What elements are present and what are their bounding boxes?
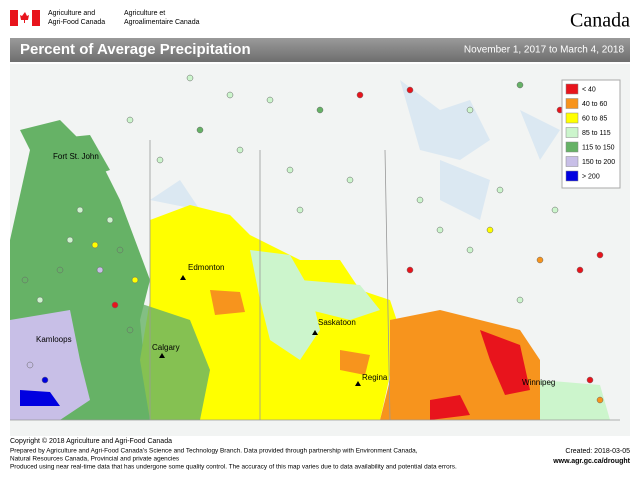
copyright: Copyright © 2018 Agriculture and Agri-Fo… — [10, 437, 172, 445]
flag — [10, 10, 40, 26]
station-dot — [536, 256, 544, 264]
station-dot — [346, 176, 354, 184]
legend-label: < 40 — [582, 86, 596, 93]
city-label: Regina — [362, 373, 388, 382]
map — [10, 64, 630, 436]
station-dot — [106, 216, 114, 224]
station-dot — [296, 206, 304, 214]
station-dot — [126, 326, 134, 334]
station-dot — [131, 276, 139, 284]
legend-label: > 200 — [582, 173, 600, 180]
station-dot — [416, 196, 424, 204]
city-label: Calgary — [152, 343, 180, 352]
station-dot — [596, 396, 604, 404]
city-label: Edmonton — [188, 263, 224, 272]
station-dot — [516, 81, 524, 89]
legend-label: 115 to 150 — [582, 144, 615, 151]
station-dot — [226, 91, 234, 99]
period: November 1, 2017 to March 4, 2018 — [464, 45, 625, 56]
title: Percent of Average Precipitation — [20, 41, 251, 58]
legend-swatch — [565, 112, 579, 124]
station-dot — [576, 266, 584, 274]
station-dot — [286, 166, 294, 174]
city-label: Fort St. John — [53, 152, 99, 161]
station-dot — [586, 376, 594, 384]
station-dot — [466, 246, 474, 254]
station-dot — [466, 106, 474, 114]
created: Created: 2018-03-05 — [565, 448, 630, 455]
note: Produced using near real-time data that … — [10, 464, 457, 471]
legend-label: 60 to 85 — [582, 115, 607, 122]
station-dot — [116, 246, 124, 254]
station-dot — [56, 266, 64, 274]
wordmark: Canada — [570, 10, 630, 32]
legend-swatch — [565, 83, 579, 95]
legend-label: 85 to 115 — [582, 130, 611, 137]
note: Natural Resources Canada, Provincial and… — [10, 456, 179, 463]
station-dot — [236, 146, 244, 154]
station-dot — [406, 86, 414, 94]
station-dot — [516, 296, 524, 304]
station-dot — [186, 74, 194, 82]
dept-en-2: Agri-Food Canada — [48, 19, 105, 26]
title-bar — [10, 38, 630, 62]
station-dots — [21, 74, 604, 404]
note: Prepared by Agriculture and Agri-Food Ca… — [10, 448, 418, 455]
station-dot — [26, 361, 34, 369]
station-dot — [91, 241, 99, 249]
station-dot — [436, 226, 444, 234]
station-dot — [496, 186, 504, 194]
station-dot — [41, 376, 49, 384]
legend-swatch — [565, 98, 579, 109]
legend-swatch — [565, 170, 579, 182]
station-dot — [196, 126, 204, 134]
legend-label: 40 to 60 — [582, 101, 607, 108]
station-dot — [356, 91, 364, 99]
station-dot — [21, 276, 29, 284]
station-dot — [596, 251, 604, 259]
legend: < 40 40 to 60 60 to 85 85 to 115 115 to 150 1… — [561, 79, 621, 189]
station-dot — [406, 266, 414, 274]
station-dot — [76, 206, 84, 214]
url: www.agr.gc.ca/drought — [552, 458, 630, 465]
station-dot — [156, 156, 164, 164]
station-dot — [36, 296, 44, 304]
dept-fr-2: Agroalimentaire Canada — [124, 19, 200, 26]
city-label: Saskatoon — [318, 318, 356, 327]
station-dot — [111, 301, 119, 309]
station-dot — [266, 96, 274, 104]
legend-swatch — [565, 127, 579, 138]
city-labels: Fort St. John Edmonton Kamloops Calgary … — [36, 152, 555, 387]
station-dot — [126, 116, 134, 124]
station-dot — [96, 266, 104, 274]
legend-swatch — [565, 141, 579, 153]
station-dot — [66, 236, 74, 244]
legend-label: 150 to 200 — [582, 159, 615, 166]
station-dot — [551, 206, 559, 214]
city-label: Kamloops — [36, 335, 72, 344]
dept-fr-1: Agriculture et — [124, 10, 165, 17]
dept-en-1: Agriculture and — [48, 10, 95, 17]
city-label: Winnipeg — [522, 378, 555, 387]
station-dot — [316, 106, 324, 114]
station-dot — [486, 226, 494, 234]
legend-swatch — [565, 156, 579, 167]
